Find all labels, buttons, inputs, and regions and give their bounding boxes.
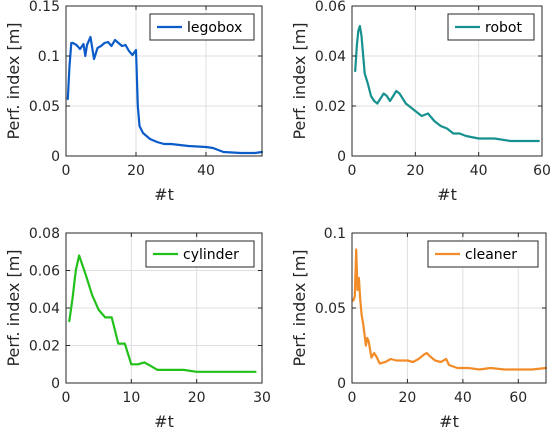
chart-panel-2: 0 10 20 30 0 0.02 0.04 0.06 0.08 #t Perf. index [m… [4,226,271,431]
series-line-robot [354,24,540,143]
x-tick-label: 60 [533,163,551,179]
y-tick-label: 0.02 [29,339,60,355]
axes-box [65,5,263,157]
x-tick-label: 60 [509,390,527,406]
y-tick-label: 0.02 [315,99,346,115]
chart-panel-0: 0 20 40 0 0.05 0.1 0.15 #t Perf. index [m] legobo… [4,0,264,204]
legend: robot [447,13,535,41]
x-axis-label: #t [439,412,459,431]
x-tick-label: 20 [127,163,145,179]
legend-label: cylinder [183,247,239,263]
y-tick-label: 0 [337,149,346,165]
x-tick-label: 30 [253,390,271,406]
y-axis-label: Perf. index [m] [4,249,23,366]
y-tick-label: 0.06 [29,264,60,280]
y-tick-label: 0.1 [324,226,346,242]
chart-panel-1: 0 20 40 60 0 0.02 0.04 0.06 #t Perf. index [m] rob… [290,0,551,204]
y-axis-label: Perf. index [m] [290,249,309,366]
x-axis-label: #t [437,185,457,204]
legend: legobox [149,13,255,41]
series-line-legobox [66,35,264,155]
y-tick-label: 0.08 [29,226,60,242]
y-tick-label: 0.06 [315,0,346,15]
y-tick-label: 0 [51,376,60,392]
x-tick-label: 20 [406,163,424,179]
legend: cylinder [145,240,255,268]
x-tick-label: 0 [348,390,357,406]
y-tick-label: 0.05 [29,99,60,115]
x-axis-label: #t [154,185,174,204]
x-tick-label: 40 [470,163,488,179]
x-tick-label: 20 [188,390,206,406]
y-axis-label: Perf. index [m] [290,22,309,139]
series-line-cylinder [68,254,257,373]
y-tick-label: 0.04 [29,301,60,317]
x-tick-label: 0 [348,163,357,179]
x-axis-label: #t [154,412,174,431]
legend-label: robot [485,20,522,36]
legend-label: cleaner [465,247,517,263]
x-tick-label: 20 [399,390,417,406]
series-line-cleaner [352,248,548,371]
chart-panel-3: 0 20 40 60 0 0.05 0.1 #t Perf. index [m] cleaner [290,226,548,431]
legend: cleaner [427,240,539,268]
legend-label: legobox [187,20,242,36]
y-tick-label: 0.05 [315,301,346,317]
axes-box [351,5,543,157]
x-tick-label: 0 [62,390,71,406]
y-tick-label: 0.15 [29,0,60,15]
x-tick-label: 10 [122,390,140,406]
y-tick-label: 0 [337,376,346,392]
x-tick-label: 40 [454,390,472,406]
x-tick-label: 40 [197,163,215,179]
y-tick-label: 0.04 [315,49,346,65]
x-tick-label: 0 [62,163,71,179]
y-axis-label: Perf. index [m] [4,22,23,139]
y-tick-label: 0 [51,149,60,165]
y-tick-label: 0.1 [38,49,60,65]
